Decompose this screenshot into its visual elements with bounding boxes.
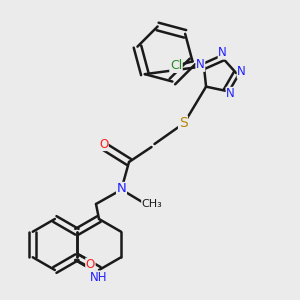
Text: O: O — [99, 137, 108, 151]
Text: N: N — [218, 46, 227, 59]
Text: S: S — [178, 116, 188, 130]
Text: Cl: Cl — [170, 59, 182, 72]
Text: CH₃: CH₃ — [142, 199, 163, 209]
Text: NH: NH — [90, 271, 108, 284]
Text: N: N — [226, 87, 235, 101]
Text: N: N — [237, 65, 246, 78]
Text: O: O — [86, 258, 95, 271]
Text: N: N — [117, 182, 126, 196]
Text: N: N — [196, 58, 205, 71]
